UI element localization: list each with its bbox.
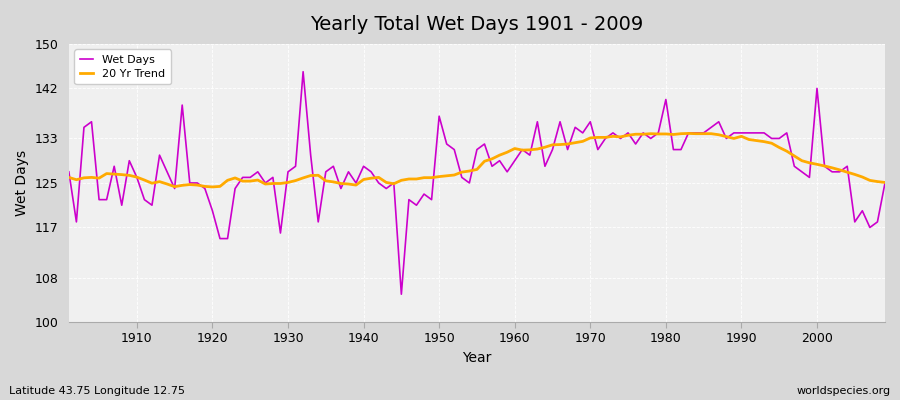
Text: worldspecies.org: worldspecies.org [796,386,891,396]
Wet Days [63,170,74,174]
20 Yr Trend [509,146,520,151]
20 Yr Trend [207,184,218,189]
Wet Days [290,164,301,169]
Line: Wet Days: Wet Days [68,72,885,294]
20 Yr Trend [298,176,309,180]
X-axis label: Year: Year [463,351,491,365]
Wet Days [124,158,135,163]
Wet Days [879,180,890,185]
20 Yr Trend [517,148,527,152]
20 Yr Trend [63,175,74,180]
20 Yr Trend [683,131,694,136]
Title: Yearly Total Wet Days 1901 - 2009: Yearly Total Wet Days 1901 - 2009 [310,15,644,34]
Wet Days [343,170,354,174]
Line: 20 Yr Trend: 20 Yr Trend [68,134,885,187]
Wet Days [298,69,309,74]
20 Yr Trend [343,182,354,186]
Y-axis label: Wet Days: Wet Days [15,150,29,216]
Wet Days [525,153,535,158]
Text: Latitude 43.75 Longitude 12.75: Latitude 43.75 Longitude 12.75 [9,386,185,396]
20 Yr Trend [608,134,618,139]
Wet Days [615,136,626,141]
Legend: Wet Days, 20 Yr Trend: Wet Days, 20 Yr Trend [75,50,171,84]
Wet Days [517,147,527,152]
20 Yr Trend [879,180,890,185]
Wet Days [396,292,407,297]
20 Yr Trend [124,173,135,178]
